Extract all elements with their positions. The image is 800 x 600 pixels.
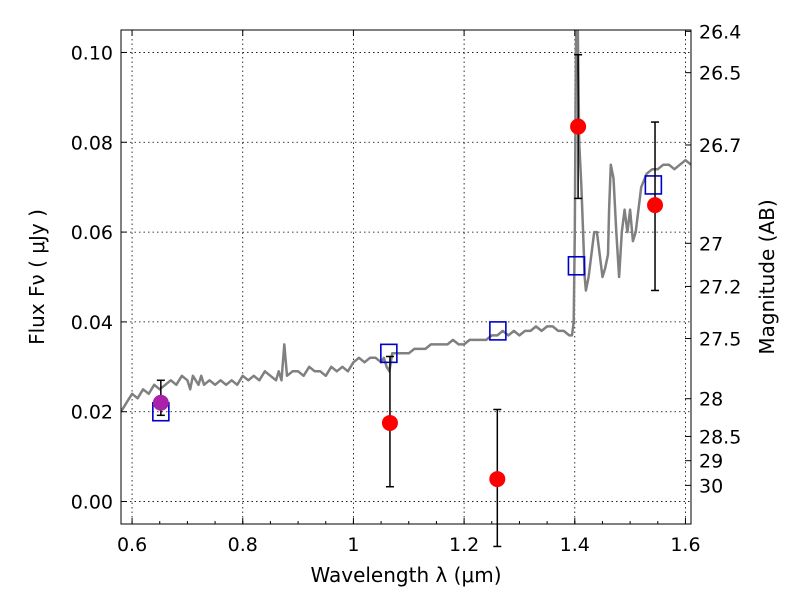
x-tick-label: 0.6 <box>117 534 147 556</box>
plot-frame <box>120 29 692 525</box>
mag-tick-label: 27.2 <box>699 276 741 298</box>
observed-flux-point <box>647 197 664 214</box>
mag-tick-label: 29 <box>699 451 723 473</box>
y-tick-label: 0.08 <box>71 132 113 154</box>
plot-background <box>121 30 691 524</box>
model-band-square-marker <box>380 343 398 364</box>
x-tick-label: 1 <box>347 534 359 556</box>
observed-flux-point <box>570 118 587 135</box>
mag-tick-label: 26.5 <box>699 63 741 85</box>
y-tick-label: 0.06 <box>71 222 113 244</box>
x-axis-label: Wavelength λ (μm) <box>310 563 501 587</box>
x-tick-label: 1.2 <box>449 534 479 556</box>
mag-tick-label: 27 <box>699 233 723 255</box>
mag-tick-label: 26.4 <box>699 21 741 43</box>
model-band-square-marker <box>644 175 663 195</box>
mag-tick-label: 27.5 <box>699 329 741 351</box>
x-tick-label: 0.8 <box>228 534 258 556</box>
y-tick-label: 0.02 <box>71 402 113 424</box>
mag-tick-label: 26.7 <box>699 135 741 157</box>
mag-tick-label: 28.5 <box>699 426 741 448</box>
axes: 0.6 0.8 1 1.2 1.4 1.6 0.00 0.02 0.04 0.06 0.08 0.10… <box>71 21 742 556</box>
y-tick-label: 0.04 <box>71 312 113 334</box>
model-band-square-marker <box>567 255 586 276</box>
mag-tick-label: 28 <box>699 389 723 411</box>
y-axis-label: Flux Fν ( μJy ) <box>25 209 49 345</box>
model-band-square-marker <box>489 321 507 341</box>
grid <box>121 30 691 524</box>
observed-flux-point <box>381 414 398 431</box>
data-layer <box>121 30 691 422</box>
x-tick-label: 1.6 <box>670 534 700 556</box>
y-axis-right-label: Magnitude (AB) <box>755 199 779 354</box>
x-tick-label: 1.4 <box>560 534 590 556</box>
observed-flux-point <box>489 471 506 488</box>
y-tick-label: 0.00 <box>71 492 113 514</box>
observed-flux-point <box>152 394 169 411</box>
model-spectrum-line <box>121 30 691 413</box>
y-tick-label: 0.10 <box>71 42 113 64</box>
error-bars <box>152 53 664 548</box>
mag-tick-label: 30 <box>699 475 723 497</box>
